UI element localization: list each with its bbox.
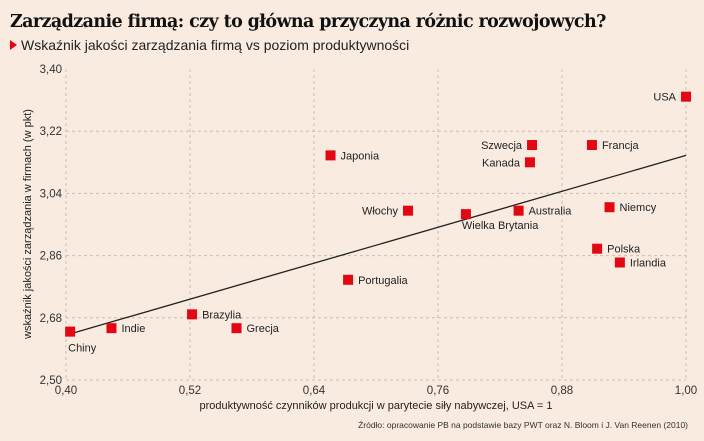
x-tick-label: 0,40 (55, 385, 77, 397)
y-tick-label: 2,68 (40, 313, 62, 325)
data-label-portugalia: Portugalia (358, 275, 408, 287)
data-label-japonia: Japonia (341, 150, 380, 162)
data-label-niemcy: Niemcy (620, 202, 657, 214)
data-point-francja (586, 140, 597, 151)
data-point-brazylia (187, 309, 198, 320)
x-tick-label: 0,88 (551, 385, 573, 397)
data-points: Chiny Indie Brazylia Grecja Japonia Portugali… (65, 91, 691, 355)
data-point-australia (513, 205, 524, 216)
data-label-brazylia: Brazylia (202, 309, 242, 321)
y-tick-label: 3,40 (40, 64, 62, 76)
y-tick-label: 3,22 (40, 126, 62, 138)
grid (65, 69, 687, 381)
data-point-usa (681, 91, 691, 102)
chart-title: Zarządzanie firmą: czy to główna przyczy… (10, 12, 606, 32)
y-tick-label: 2,86 (40, 251, 62, 263)
data-label-wielka-brytania: Wielka Brytania (462, 220, 539, 232)
data-label-indie: Indie (121, 323, 145, 335)
data-label-kanada: Kanada (482, 157, 521, 169)
data-point-polska (592, 243, 603, 254)
data-point-wlochy (403, 205, 414, 216)
data-label-chiny: Chiny (68, 343, 97, 355)
data-point-indie (106, 323, 117, 334)
y-axis-label: wskaźnik jakości zarządzania w firmach (… (22, 109, 34, 340)
x-axis-label: produktywność czynników produkcji w pary… (199, 400, 552, 412)
data-point-irlandia (614, 257, 625, 268)
x-tick-label: 1,00 (675, 385, 697, 397)
data-point-niemcy (604, 202, 615, 213)
data-point-wielka-brytania (460, 209, 471, 220)
chart-subtitle-text: Wskaźnik jakości zarządzania firmą vs po… (21, 37, 410, 53)
data-label-irlandia: Irlandia (630, 258, 667, 270)
data-label-szwecja: Szwecja (481, 140, 523, 152)
axis-ticks: 3,40 3,22 3,04 2,86 2,68 2,500,40 0,52 0,64 0,76… (40, 64, 698, 397)
x-tick-label: 0,64 (303, 385, 326, 397)
y-tick-label: 3,04 (40, 188, 63, 200)
data-point-grecja (231, 323, 242, 334)
x-tick-label: 0,52 (179, 385, 201, 397)
data-label-francja: Francja (602, 140, 640, 152)
data-point-japonia (325, 150, 336, 161)
data-point-szwecja (527, 140, 538, 151)
data-label-grecja: Grecja (247, 323, 280, 335)
chart-subtitle: Wskaźnik jakości zarządzania firmą vs po… (10, 37, 409, 53)
y-tick-label: 2,50 (40, 375, 62, 387)
data-point-portugalia (343, 274, 354, 285)
data-label-wlochy: Włochy (362, 206, 399, 218)
x-tick-label: 0,76 (427, 385, 449, 397)
triangle-bullet-icon (10, 40, 17, 50)
data-point-chiny (65, 326, 76, 337)
source-note: Źródło: opracowanie PB na podstawie bazy… (358, 420, 688, 430)
data-point-kanada (524, 157, 535, 168)
data-label-polska: Polska (607, 244, 641, 256)
data-label-usa: USA (653, 92, 676, 104)
data-label-australia: Australia (529, 206, 573, 218)
trend-line (65, 154, 687, 336)
